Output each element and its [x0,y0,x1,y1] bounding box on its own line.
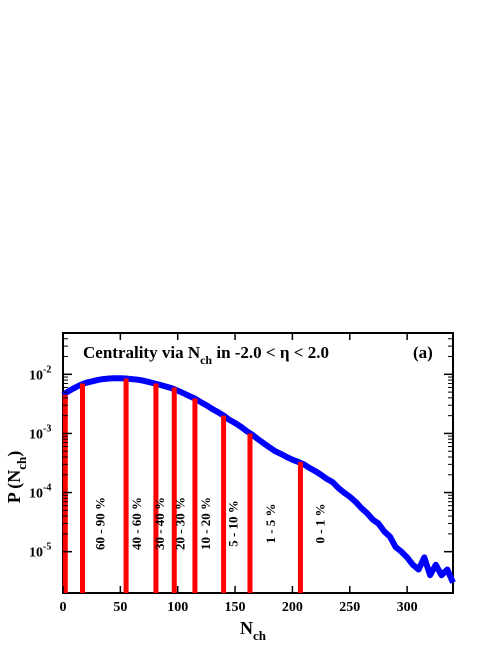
x-tick-label-0: 0 [60,600,67,615]
y-tick-label-1: 10-3 [29,423,51,442]
y-axis-title-sub: ch [14,456,29,470]
band-label-0: 60 - 90 % [92,497,107,550]
cut-layer [62,378,303,593]
y-axis-title: P (Nch) [4,451,29,504]
band-label-3: 20 - 30 % [173,497,188,550]
x-tick-label-4: 200 [282,600,303,615]
x-axis-title-sub: ch [253,628,267,643]
chart-title: Centrality via Nch in -2.0 < η < 2.0 [83,343,329,367]
x-tick-label-3: 150 [225,600,246,615]
band-label-2: 30 - 40 % [152,497,167,550]
y-tick-layer: 10-210-310-410-5 [29,332,453,561]
y-tick-exp-1: -3 [43,423,51,434]
y-tick-exp-2: -4 [43,483,51,494]
y-tick-base-2: 10 [29,487,43,502]
x-tick-label-5: 250 [339,600,360,615]
band-label-5: 5 - 10 % [225,500,240,547]
y-tick-label-2: 10-4 [29,483,51,502]
y-axis-title-post: ) [4,451,25,457]
panel-label: (a) [413,343,433,362]
band-label-7: 0 - 1 % [313,503,328,543]
y-tick-exp-0: -2 [43,364,51,375]
series-layer [61,375,456,584]
y-tick-exp-3: -5 [43,542,51,553]
x-tick-label-2: 100 [167,600,188,615]
band-label-6: 1 - 5 % [263,503,278,543]
x-axis-title: Nch [240,618,267,643]
chart-title-sub: ch [200,353,212,367]
y-tick-label-0: 10-2 [29,364,51,383]
x-tick-layer: 0 50 100 150 200 250 300 [60,333,418,615]
y-tick-base-3: 10 [29,546,43,561]
x-axis-title-main: N [240,618,253,638]
plot-frame [62,332,454,594]
chart-title-main: Centrality via N [83,343,201,362]
series-line-0 [61,375,456,584]
y-tick-base-0: 10 [29,368,43,383]
y-axis-title-pre: P (N [4,470,25,504]
y-tick-label-3: 10-5 [29,542,51,561]
chart-title-rest: in -2.0 < η < 2.0 [212,343,329,362]
x-tick-label-6: 300 [397,600,418,615]
band-label-1: 40 - 60 % [129,497,144,550]
band-label-4: 10 - 20 % [198,497,213,550]
band-label-layer: 60 - 90 % 40 - 60 % 30 - 40 % 20 - 30 % 10 -… [92,497,327,550]
y-tick-base-1: 10 [29,427,43,442]
x-tick-label-1: 50 [113,600,127,615]
